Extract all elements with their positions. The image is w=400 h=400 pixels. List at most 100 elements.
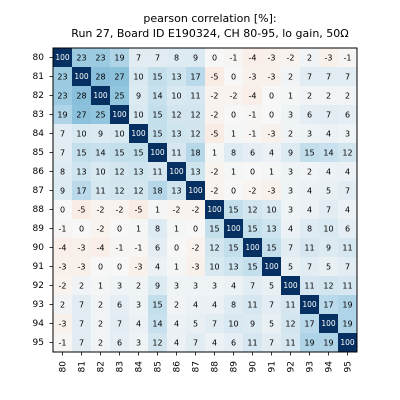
heatmap-cell <box>167 86 187 106</box>
heatmap-cell <box>281 124 301 144</box>
heatmap-cell <box>148 124 168 144</box>
cell-value-label: 7 <box>60 130 65 139</box>
cell-value-label: 4 <box>174 339 179 348</box>
heatmap-cell <box>148 257 168 277</box>
cell-value-label: 18 <box>190 149 200 158</box>
heatmap-cell <box>186 238 206 258</box>
heatmap-cell <box>243 67 263 87</box>
heatmap-cell <box>205 105 225 125</box>
cell-value-label: 7 <box>288 244 293 253</box>
heatmap-cell <box>72 333 92 353</box>
heatmap-cell <box>300 257 320 277</box>
cell-value-label: -5 <box>211 130 219 139</box>
heatmap-cell <box>243 181 263 201</box>
heatmap-cell <box>186 181 206 201</box>
heatmap-cell <box>224 200 244 220</box>
heatmap-cell <box>338 143 358 163</box>
heatmap-cell <box>262 124 282 144</box>
cell-value-label: 6 <box>250 149 255 158</box>
cell-value-label: 12 <box>152 339 162 348</box>
y-tick-label: 83 <box>33 110 44 120</box>
x-tick-label: 84 <box>135 361 145 373</box>
heatmap-cell <box>300 105 320 125</box>
cell-value-label: 100 <box>340 338 355 347</box>
heatmap-cell <box>53 238 73 258</box>
cell-value-label: 15 <box>247 263 257 272</box>
cell-value-label: 19 <box>114 54 124 63</box>
y-tick-label: 94 <box>33 319 45 329</box>
heatmap-cell <box>300 276 320 296</box>
heatmap-cell <box>167 48 187 68</box>
cell-value-label: 15 <box>152 301 162 310</box>
heatmap-cell <box>148 238 168 258</box>
cell-value-label: 0 <box>250 168 255 177</box>
heatmap-cell <box>224 124 244 144</box>
cell-value-label: 2 <box>288 73 293 82</box>
cell-value-label: 100 <box>188 186 203 195</box>
heatmap-cell <box>129 124 149 144</box>
cell-value-label: 1 <box>136 225 141 234</box>
heatmap-cell <box>338 238 358 258</box>
cell-value-label: 3 <box>288 187 293 196</box>
heatmap-cell <box>72 181 92 201</box>
cell-value-label: 4 <box>136 320 141 329</box>
heatmap-cell <box>319 48 339 68</box>
cell-value-label: -1 <box>344 54 352 63</box>
cell-value-label: 12 <box>342 149 352 158</box>
cell-value-label: -3 <box>268 187 276 196</box>
heatmap-cell <box>300 124 320 144</box>
heatmap-cell <box>129 181 149 201</box>
heatmap-cell <box>224 86 244 106</box>
heatmap-cell <box>300 48 320 68</box>
heatmap-cell <box>300 162 320 182</box>
heatmap-cell <box>224 333 244 353</box>
y-tick-label: 89 <box>33 224 45 234</box>
heatmap-cell <box>167 295 187 315</box>
cell-value-label: -3 <box>59 263 67 272</box>
heatmap-cell <box>148 295 168 315</box>
heatmap-cell <box>262 86 282 106</box>
cell-value-label: 15 <box>152 111 162 120</box>
heatmap-cell <box>72 276 92 296</box>
y-tick-label: 82 <box>33 91 44 101</box>
cell-value-label: 2 <box>307 54 312 63</box>
cell-value-label: -1 <box>135 244 143 253</box>
heatmap-cell <box>281 314 301 334</box>
cell-value-label: 11 <box>152 168 162 177</box>
x-tick-label: 91 <box>268 361 278 372</box>
heatmap-cell <box>319 295 339 315</box>
heatmap-cell <box>243 333 263 353</box>
heatmap-cell <box>129 105 149 125</box>
cell-value-label: 1 <box>155 206 160 215</box>
cell-value-label: -2 <box>116 206 124 215</box>
cell-value-label: 11 <box>190 92 200 101</box>
cell-value-label: -3 <box>249 73 257 82</box>
cell-value-label: -3 <box>135 263 143 272</box>
cell-value-label: 4 <box>326 130 331 139</box>
heatmap-cells <box>53 48 358 353</box>
heatmap-cell <box>72 162 92 182</box>
heatmap-cell <box>281 219 301 239</box>
cell-value-label: 100 <box>74 72 89 81</box>
cell-value-label: 9 <box>250 320 255 329</box>
heatmap-cell <box>205 67 225 87</box>
cell-value-label: 2 <box>98 320 103 329</box>
cell-value-label: 10 <box>228 320 238 329</box>
heatmap-cell <box>129 276 149 296</box>
cell-value-label: 0 <box>117 225 122 234</box>
y-tick-label: 85 <box>33 148 44 158</box>
heatmap-cell <box>300 200 320 220</box>
cell-value-label: -2 <box>97 225 105 234</box>
heatmap-cell <box>167 105 187 125</box>
x-tick-label: 85 <box>154 361 164 372</box>
cell-value-label: 17 <box>323 301 333 310</box>
cell-value-label: 4 <box>212 339 217 348</box>
heatmap-cell <box>319 143 339 163</box>
heatmap-cell <box>91 238 111 258</box>
heatmap-cell <box>319 67 339 87</box>
cell-value-label: 6 <box>155 244 160 253</box>
cell-value-label: 10 <box>209 263 219 272</box>
cell-value-label: 3 <box>288 168 293 177</box>
heatmap-cell <box>110 314 130 334</box>
